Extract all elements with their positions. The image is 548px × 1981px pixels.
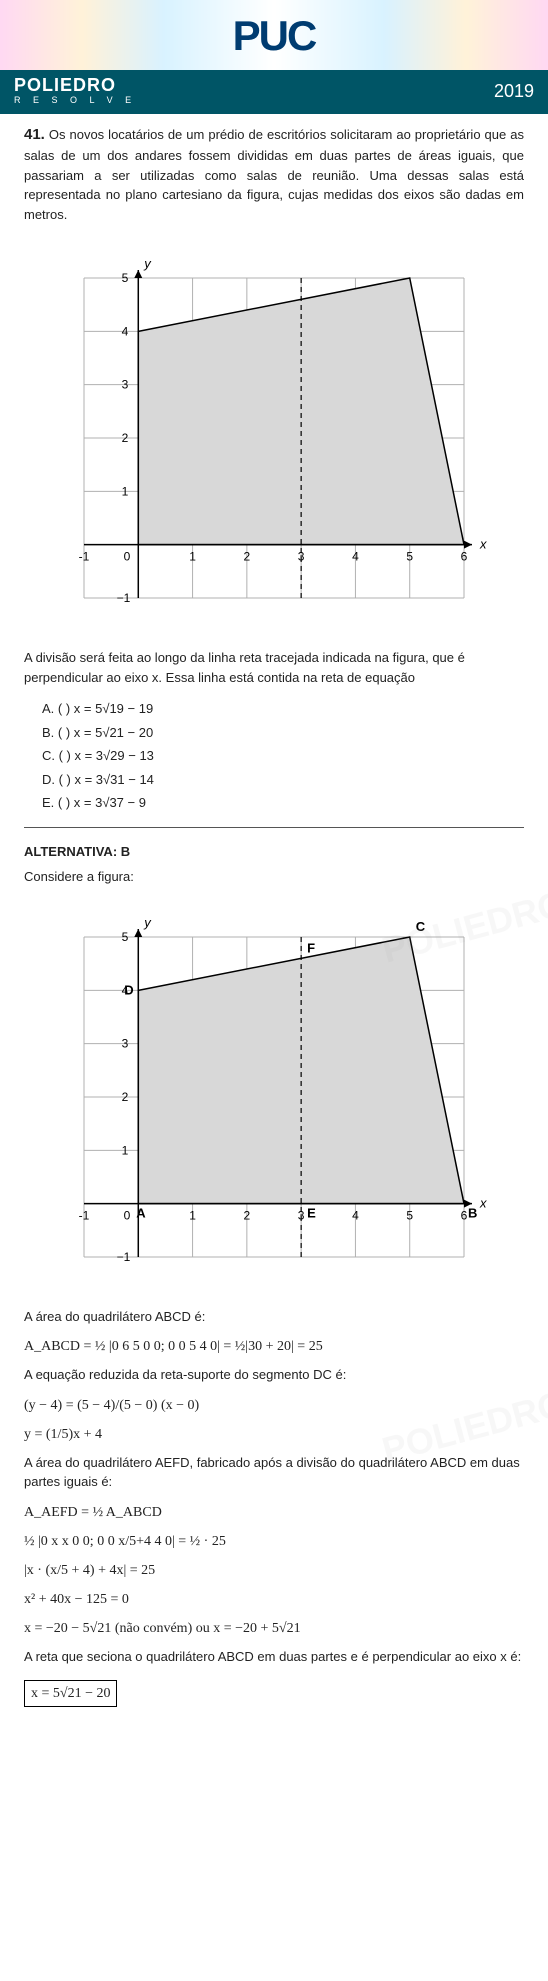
aefd-eq3: |x · (x/5 + 4) + 4x| = 25 — [24, 1560, 524, 1581]
aefd-eq5: x = −20 − 5√21 (não convém) ou x = −20 +… — [24, 1618, 524, 1639]
graph-1: -1123456123450−1xy — [24, 238, 524, 638]
aefd-eq4: x² + 40x − 125 = 0 — [24, 1589, 524, 1610]
svg-text:y: y — [143, 915, 152, 930]
question-body: Os novos locatários de um prédio de escr… — [24, 127, 524, 222]
svg-text:2: 2 — [244, 1208, 251, 1222]
svg-text:4: 4 — [352, 1208, 359, 1222]
option-c: C. ( ) x = 3√29 − 13 — [42, 746, 524, 766]
options-list: A. ( ) x = 5√19 − 19 B. ( ) x = 5√21 − 2… — [42, 699, 524, 813]
svg-text:1: 1 — [189, 550, 196, 564]
svg-text:1: 1 — [122, 1143, 129, 1157]
brand-sub: R E S O L V E — [14, 94, 136, 108]
option-e: E. ( ) x = 3√37 − 9 — [42, 793, 524, 813]
svg-text:5: 5 — [406, 1208, 413, 1222]
svg-text:4: 4 — [122, 324, 129, 338]
question-text: 41. Os novos locatários de um prédio de … — [24, 124, 524, 225]
svg-text:6: 6 — [461, 550, 468, 564]
svg-text:D: D — [124, 982, 133, 997]
svg-text:A: A — [136, 1205, 146, 1220]
brand: POLIEDRO R E S O L V E — [14, 76, 136, 108]
svg-text:B: B — [468, 1205, 477, 1220]
svg-text:0: 0 — [124, 550, 131, 564]
brand-name: POLIEDRO — [14, 76, 136, 94]
svg-text:−1: −1 — [117, 591, 131, 605]
consider-label: Considere a figura: — [24, 867, 524, 887]
svg-text:-1: -1 — [79, 1208, 90, 1222]
svg-text:2: 2 — [122, 1090, 129, 1104]
option-b: B. ( ) x = 5√21 − 20 — [42, 723, 524, 743]
reduced-eq-label: A equação reduzida da reta-suporte do se… — [24, 1365, 524, 1385]
answer-title: ALTERNATIVA: B — [24, 842, 524, 862]
aefd-eq1: A_AEFD = ½ A_ABCD — [24, 1502, 524, 1523]
header-bar: POLIEDRO R E S O L V E 2019 — [0, 70, 548, 114]
svg-text:E: E — [307, 1205, 316, 1220]
question-number: 41. — [24, 126, 45, 143]
final-boxed: x = 5√21 − 20 — [24, 1680, 117, 1707]
svg-text:5: 5 — [122, 930, 129, 944]
svg-text:1: 1 — [189, 1208, 196, 1222]
svg-text:x: x — [479, 537, 487, 552]
area-formula: A_ABCD = ½ |0 6 5 0 0; 0 0 5 4 0| = ½|30… — [24, 1336, 524, 1357]
post-graph-text: A divisão será feita ao longo da linha r… — [24, 648, 524, 687]
puc-logo: PUC — [233, 4, 316, 67]
svg-text:2: 2 — [122, 431, 129, 445]
aefd-label: A área do quadrilátero AEFD, fabricado a… — [24, 1453, 524, 1492]
divider — [24, 827, 524, 828]
svg-text:0: 0 — [124, 1208, 131, 1222]
svg-text:y: y — [143, 256, 152, 271]
svg-text:5: 5 — [122, 271, 129, 285]
graph-2: -1123456123450−1xyABCDEF — [24, 897, 524, 1297]
svg-text:x: x — [479, 1195, 487, 1210]
svg-text:C: C — [416, 919, 426, 934]
svg-text:3: 3 — [122, 378, 129, 392]
svg-text:F: F — [307, 940, 315, 955]
svg-text:2: 2 — [244, 550, 251, 564]
header-decorative: PUC — [0, 0, 548, 70]
aefd-eq2: ½ |0 x x 0 0; 0 0 x/5+4 4 0| = ½ · 25 — [24, 1531, 524, 1552]
svg-text:6: 6 — [461, 1208, 468, 1222]
svg-text:−1: −1 — [117, 1250, 131, 1264]
svg-text:4: 4 — [352, 550, 359, 564]
svg-text:1: 1 — [122, 484, 129, 498]
final-label: A reta que seciona o quadrilátero ABCD e… — [24, 1647, 524, 1667]
area-label: A área do quadrilátero ABCD é: — [24, 1307, 524, 1327]
option-a: A. ( ) x = 5√19 − 19 — [42, 699, 524, 719]
reduced-eq2: y = (1/5)x + 4 — [24, 1424, 524, 1445]
svg-text:5: 5 — [406, 550, 413, 564]
svg-text:-1: -1 — [79, 550, 90, 564]
option-d: D. ( ) x = 3√31 − 14 — [42, 770, 524, 790]
reduced-eq1: (y − 4) = (5 − 4)/(5 − 0) (x − 0) — [24, 1395, 524, 1416]
svg-text:3: 3 — [122, 1036, 129, 1050]
year: 2019 — [494, 78, 534, 105]
